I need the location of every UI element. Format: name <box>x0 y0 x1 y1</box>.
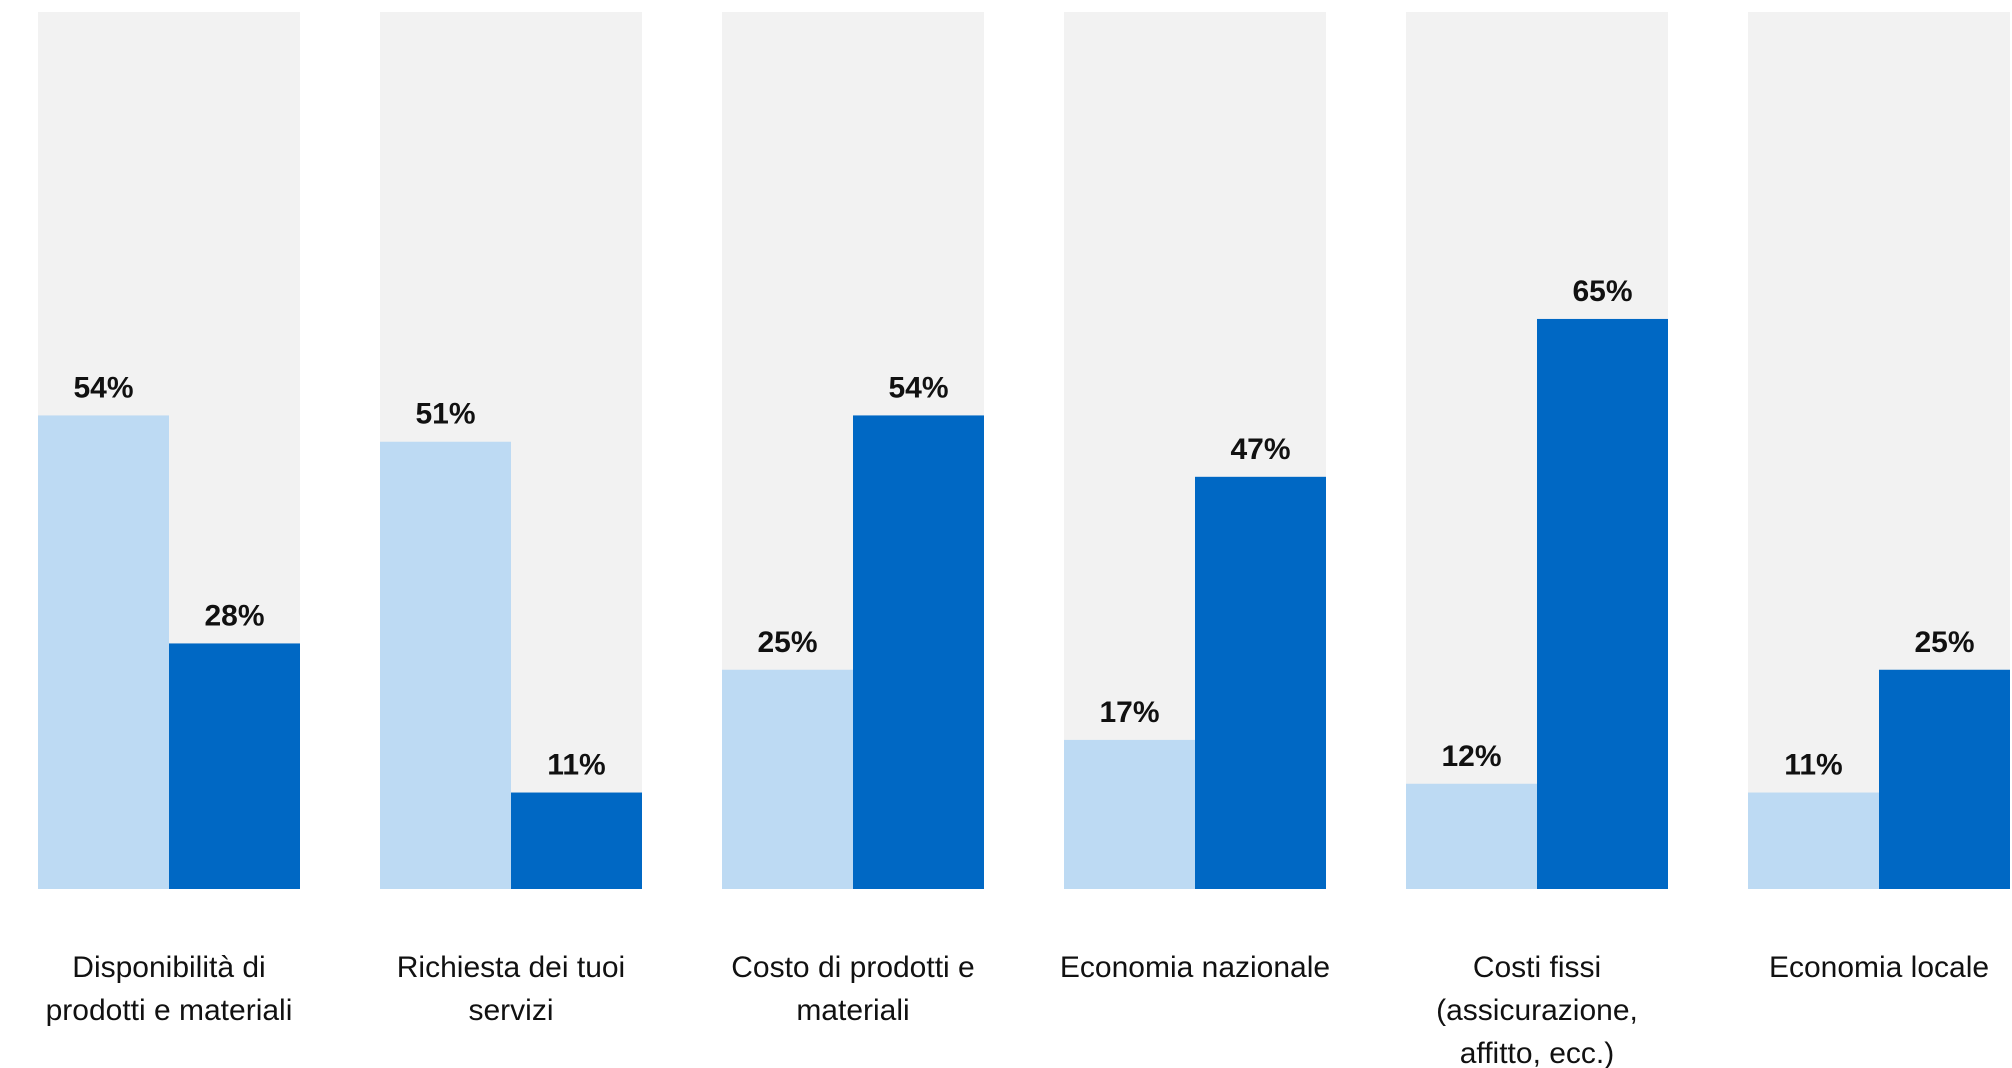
category-label-line: Disponibilità di <box>72 951 265 984</box>
bar <box>511 792 642 889</box>
category-label: Economia nazionale <box>1060 951 1330 984</box>
bar <box>1537 318 1668 889</box>
category-label-line: (assicurazione, <box>1436 994 1638 1027</box>
category-labels: Disponibilità di prodotti e materiali Rich… <box>46 951 1989 1068</box>
value-label: 11% <box>547 749 605 782</box>
bar <box>1748 792 1879 889</box>
value-label: 65% <box>1572 275 1632 308</box>
value-label: 28% <box>204 599 264 632</box>
category-label: Richiesta dei tuoi servizi <box>397 951 625 1027</box>
value-label: 11% <box>1784 749 1842 782</box>
category-label-line: Costi fissi <box>1473 951 1601 984</box>
value-label: 17% <box>1099 696 1159 729</box>
value-label: 54% <box>73 371 133 404</box>
category-label-line: Economia nazionale <box>1060 951 1330 984</box>
category-label: Disponibilità di prodotti e materiali <box>46 951 293 1027</box>
bar <box>380 441 511 889</box>
bar <box>169 643 300 889</box>
category-label: Costi fissi (assicurazione, affitto, ecc.) <box>1436 951 1638 1068</box>
category-label-line: servizi <box>468 994 553 1027</box>
value-label: 25% <box>757 626 817 659</box>
category-label-line: Costo di prodotti e <box>731 951 974 984</box>
value-label: 47% <box>1230 433 1290 466</box>
category-label-line: materiali <box>796 994 909 1027</box>
bar <box>722 669 853 889</box>
bar <box>1406 783 1537 889</box>
category-label-line: affitto, ecc.) <box>1460 1037 1615 1068</box>
value-label: 12% <box>1441 740 1501 773</box>
bar <box>1879 669 2010 889</box>
value-label: 54% <box>888 371 948 404</box>
category-label-line: prodotti e materiali <box>46 994 293 1027</box>
value-label: 51% <box>415 398 475 431</box>
bar <box>38 415 169 889</box>
category-label-line: Richiesta dei tuoi <box>397 951 625 984</box>
background-columns <box>38 12 2010 889</box>
bars <box>38 318 2010 889</box>
value-label: 25% <box>1914 626 1974 659</box>
bar <box>1195 476 1326 889</box>
bar <box>1064 739 1195 889</box>
bar <box>853 415 984 889</box>
value-labels: 54% 28% 51% 11% 25% 54% 17% 47% 12% 65% 11% 25% <box>73 275 1974 782</box>
category-label: Economia locale <box>1769 951 1989 984</box>
category-label: Costo di prodotti e materiali <box>731 951 974 1027</box>
category-label-line: Economia locale <box>1769 951 1989 984</box>
